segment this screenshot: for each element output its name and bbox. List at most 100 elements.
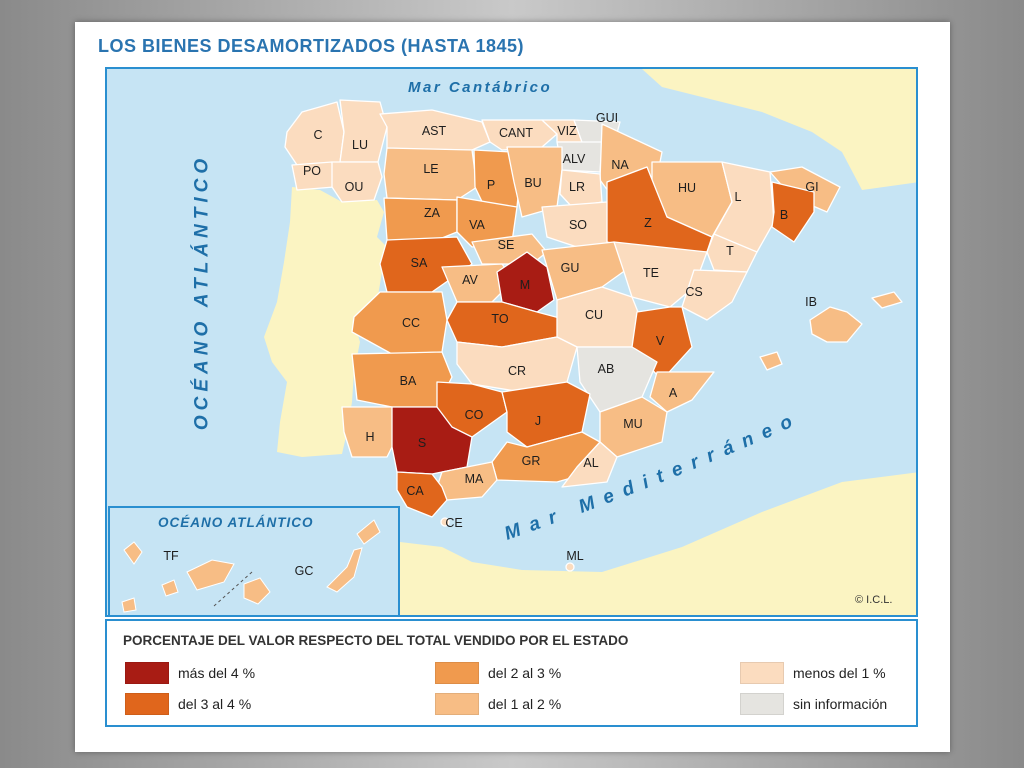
province-label-se: SE bbox=[497, 237, 515, 252]
province-label-c: C bbox=[313, 127, 323, 142]
province-label-ou: OU bbox=[344, 179, 364, 194]
province-al bbox=[561, 441, 618, 488]
legend-box: PORCENTAJE DEL VALOR RESPECTO DEL TOTAL … bbox=[105, 619, 918, 727]
provinces-layer bbox=[284, 99, 903, 572]
province-gu bbox=[541, 241, 631, 301]
province-co bbox=[436, 381, 508, 438]
province-label-cr: CR bbox=[507, 363, 527, 378]
province-label-h: H bbox=[365, 429, 375, 444]
province-label-le: LE bbox=[423, 161, 439, 176]
province-label-alv: ALV bbox=[562, 151, 586, 166]
legend-item-2a3: del 2 al 3 % bbox=[435, 662, 561, 684]
sea-atlantico: OCÉANO ATLÁNTICO bbox=[191, 153, 213, 431]
province-label-gui: GUI bbox=[595, 110, 619, 125]
province-ib bbox=[759, 351, 783, 371]
spain-map: Mar Mediterráneo bbox=[107, 69, 916, 615]
province-label-lu: LU bbox=[352, 137, 368, 152]
province-label-hu: HU bbox=[677, 180, 697, 195]
province-label-v: V bbox=[655, 333, 665, 348]
legend-label-2a3: del 2 al 3 % bbox=[488, 665, 562, 681]
province-label-tf: TF bbox=[163, 548, 179, 563]
province-label-al: AL bbox=[583, 455, 599, 470]
province-label-po: PO bbox=[302, 163, 322, 178]
africa-land bbox=[400, 472, 916, 615]
province-label-b: B bbox=[779, 207, 789, 222]
province-label-gr: GR bbox=[521, 453, 541, 468]
province-label-lr: LR bbox=[569, 179, 585, 194]
province-a bbox=[649, 371, 715, 413]
province-tf bbox=[121, 597, 137, 613]
france-land bbox=[642, 69, 916, 190]
legend-item-mas4: más del 4 % bbox=[125, 662, 255, 684]
province-ml bbox=[565, 562, 575, 572]
province-label-cant: CANT bbox=[498, 125, 534, 140]
province-label-a: A bbox=[668, 385, 678, 400]
legend-label-3a4: del 3 al 4 % bbox=[178, 696, 252, 712]
province-label-ib: IB bbox=[805, 294, 817, 309]
legend-item-sin: sin información bbox=[740, 693, 887, 715]
province-label-va: VA bbox=[469, 217, 485, 232]
province-label-cu: CU bbox=[584, 307, 604, 322]
province-label-ma: MA bbox=[464, 471, 484, 486]
province-label-l: L bbox=[734, 189, 742, 204]
province-label-s: S bbox=[417, 435, 427, 450]
province-label-t: T bbox=[726, 243, 734, 258]
province-ib bbox=[871, 291, 903, 309]
province-gc bbox=[326, 547, 363, 593]
legend-swatch-2a3 bbox=[435, 662, 479, 684]
province-tf bbox=[123, 541, 143, 565]
portugal-land bbox=[264, 187, 387, 457]
province-label-gc: GC bbox=[294, 563, 314, 578]
legend-label-sin: sin información bbox=[793, 696, 888, 712]
legend-swatch-mas4 bbox=[125, 662, 169, 684]
legend-swatch-sin bbox=[740, 693, 784, 715]
canarias-islands bbox=[121, 519, 381, 613]
province-label-cs: CS bbox=[685, 284, 703, 299]
legend-label-1a2: del 1 al 2 % bbox=[488, 696, 562, 712]
province-tf bbox=[161, 579, 179, 597]
province-cs bbox=[681, 269, 748, 321]
sea-canarias: OCÉANO ATLÁNTICO bbox=[158, 515, 314, 530]
province-lu bbox=[339, 99, 388, 163]
province-label-ca: CA bbox=[406, 483, 424, 498]
copyright-note: © I.C.L. bbox=[855, 594, 893, 606]
province-ca bbox=[396, 471, 448, 518]
province-label-ce: CE bbox=[445, 515, 463, 530]
sea-cantabrico: Mar Cantábrico bbox=[408, 79, 553, 96]
province-label-p: P bbox=[486, 177, 496, 192]
province-label-viz: VIZ bbox=[557, 123, 577, 138]
province-gc bbox=[356, 519, 381, 545]
map-title: LOS BIENES DESAMORTIZADOS (HASTA 1845) bbox=[98, 36, 525, 56]
legend-item-1a2: del 1 al 2 % bbox=[435, 693, 561, 715]
province-label-te: TE bbox=[643, 265, 659, 280]
province-label-so: SO bbox=[568, 217, 588, 232]
legend-swatch-3a4 bbox=[125, 693, 169, 715]
province-label-gu: GU bbox=[560, 260, 580, 275]
legend-swatch-1a2 bbox=[435, 693, 479, 715]
legend-swatch-menos1 bbox=[740, 662, 784, 684]
province-label-ab: AB bbox=[597, 361, 615, 376]
province-label-z: Z bbox=[644, 215, 652, 230]
province-za bbox=[383, 197, 458, 243]
province-label-to: TO bbox=[491, 311, 509, 326]
province-label-ast: AST bbox=[421, 123, 447, 138]
province-b bbox=[771, 181, 815, 243]
province-label-mu: MU bbox=[623, 416, 643, 431]
province-label-co: CO bbox=[464, 407, 484, 422]
province-label-ba: BA bbox=[399, 373, 417, 388]
province-label-gi: GI bbox=[805, 179, 819, 194]
province-ce bbox=[440, 517, 450, 527]
province-label-m: M bbox=[519, 277, 531, 292]
canarias-divider bbox=[213, 571, 253, 607]
province-ib bbox=[809, 306, 863, 343]
legend-label-mas4: más del 4 % bbox=[178, 665, 256, 681]
legend-label-menos1: menos del 1 % bbox=[793, 665, 886, 681]
province-label-cc: CC bbox=[401, 315, 421, 330]
province-label-av: AV bbox=[462, 272, 478, 287]
legend-title: PORCENTAJE DEL VALOR RESPECTO DEL TOTAL … bbox=[123, 633, 629, 648]
province-label-za: ZA bbox=[424, 205, 440, 220]
province-label-na: NA bbox=[611, 157, 629, 172]
legend-item-menos1: menos del 1 % bbox=[740, 662, 886, 684]
province-label-j: J bbox=[534, 413, 542, 428]
province-label-ml: ML bbox=[566, 548, 584, 563]
